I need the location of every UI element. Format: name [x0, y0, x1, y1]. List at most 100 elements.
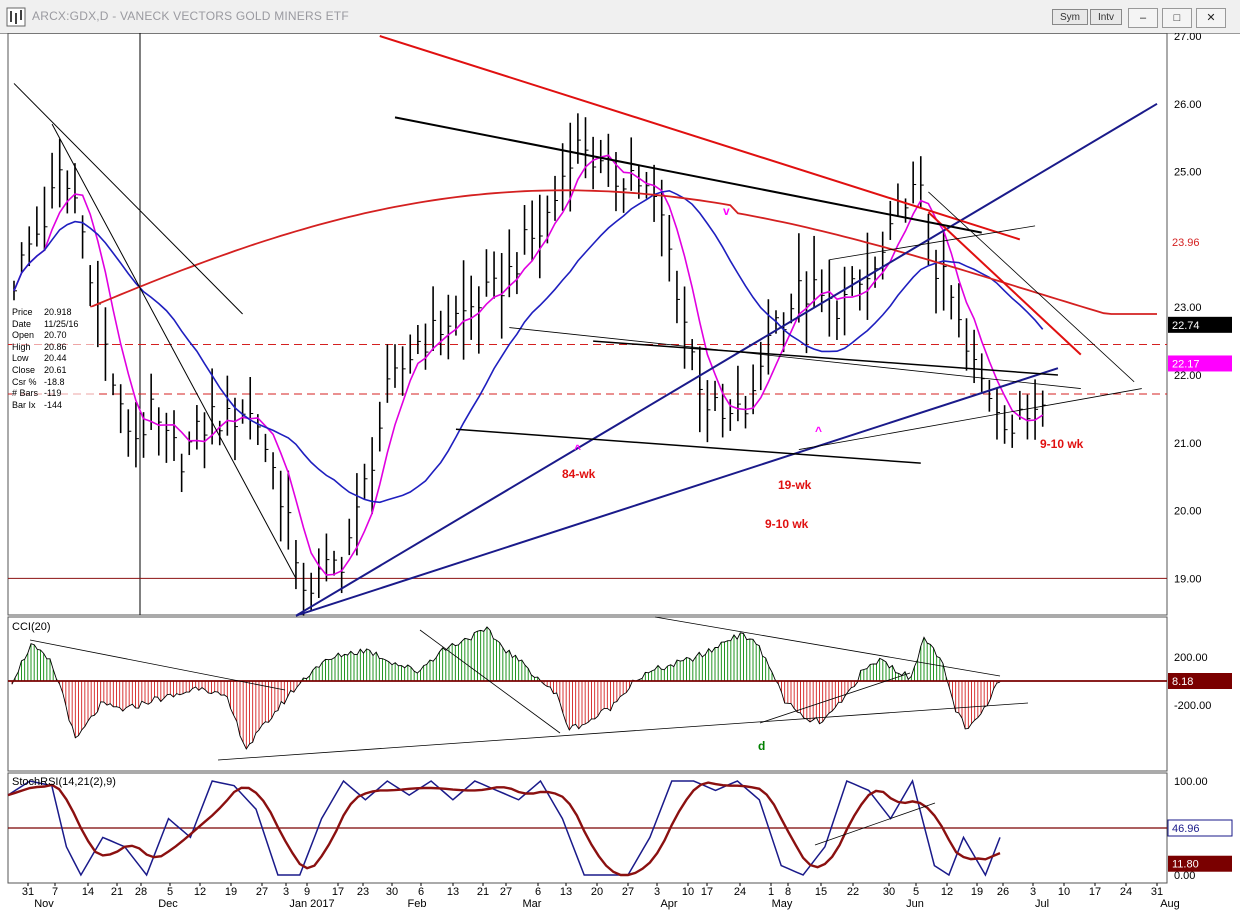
- symbol-button[interactable]: Sym: [1052, 9, 1088, 25]
- stochrsi-last-value-label: 46.96: [1172, 823, 1200, 835]
- info-value: -144: [44, 399, 63, 410]
- price-tick-label: 22.00: [1174, 370, 1202, 382]
- cci-tick-label: -200.00: [1174, 700, 1211, 712]
- x-day-label: 27: [256, 886, 268, 898]
- cci-line: [11, 626, 1001, 750]
- cci-annotation: d: [758, 739, 765, 753]
- red-moving-average: [89, 189, 1157, 315]
- x-day-label: 22: [847, 886, 859, 898]
- x-month-label: Jan 2017: [289, 898, 334, 910]
- x-day-label: 24: [1120, 886, 1132, 898]
- x-day-label: 24: [734, 886, 746, 898]
- x-day-label: 27: [500, 886, 512, 898]
- x-month-label: Apr: [660, 898, 677, 910]
- x-day-label: 27: [622, 886, 634, 898]
- info-row: Bar Ix -144: [12, 400, 96, 412]
- x-day-label: 26: [997, 886, 1009, 898]
- x-day-label: 9: [304, 886, 310, 898]
- chart-annotation: 19-wk: [778, 478, 812, 492]
- price-tick-label: 26.00: [1174, 99, 1202, 111]
- x-month-label: Jul: [1035, 898, 1049, 910]
- minimize-button[interactable]: –: [1128, 8, 1158, 28]
- info-row: Close 20.61: [12, 365, 96, 377]
- x-month-label: Feb: [408, 898, 427, 910]
- x-day-label: 17: [332, 886, 344, 898]
- close-button[interactable]: ✕: [1196, 8, 1226, 28]
- right-axis: 27.0026.0025.0024.0023.0022.0021.0020.00…: [1167, 33, 1233, 882]
- info-row: Date 11/25/16: [12, 319, 96, 331]
- trendline: [593, 340, 1058, 376]
- chart-annotation: 9-10 wk: [765, 517, 809, 531]
- window-title: ARCX:GDX,D - VANECK VECTORS GOLD MINERS …: [32, 9, 349, 23]
- x-day-label: 31: [22, 886, 34, 898]
- x-day-label: 5: [167, 886, 173, 898]
- blue-moving-average: [13, 189, 1044, 504]
- info-row: # Bars -119: [12, 388, 96, 400]
- chart-canvas: 84-wk 19-wk 9-10 wk 9-10 wk ^ v ^ CCI(20) d Sto…: [7, 33, 1233, 910]
- stochrsi-tick-label: 100.00: [1174, 776, 1208, 788]
- last-value-label: 23.96: [1172, 237, 1200, 249]
- price-panel-frame: [7, 33, 1168, 616]
- x-month-label: Nov: [34, 898, 54, 910]
- x-day-label: 13: [447, 886, 459, 898]
- last-value-box: [1168, 355, 1232, 372]
- trendline: [509, 327, 1081, 389]
- last-value-box: [1168, 234, 1232, 251]
- info-value: 20.61: [44, 364, 67, 375]
- x-day-label: 15: [815, 886, 827, 898]
- cci-last-value-label: 8.18: [1172, 676, 1193, 688]
- x-day-label: 5: [913, 886, 919, 898]
- x-day-label: 31: [1151, 886, 1163, 898]
- x-day-label: 19: [225, 886, 237, 898]
- stochrsi-panel: StochRSI(14,21(2),9): [7, 776, 1167, 877]
- x-day-label: 21: [111, 886, 123, 898]
- info-row: Csr % -18.8: [12, 377, 96, 389]
- stochrsi-last-value-box: [1167, 819, 1233, 837]
- x-day-label: 7: [52, 886, 58, 898]
- x-month-label: Aug: [1160, 898, 1180, 910]
- info-label: Low: [12, 353, 29, 364]
- info-value: 20.86: [44, 341, 67, 352]
- cci-panel: CCI(20) d: [8, 616, 1167, 761]
- trendline: [927, 211, 1082, 356]
- x-day-label: 3: [654, 886, 660, 898]
- cci-tick-label: 200.00: [1174, 652, 1208, 664]
- x-day-label: 30: [386, 886, 398, 898]
- info-label: # Bars: [12, 388, 39, 399]
- price-tick-label: 20.00: [1174, 506, 1202, 518]
- x-day-label: 3: [283, 886, 289, 898]
- info-label: High: [12, 341, 31, 352]
- last-value-label: 22.17: [1172, 358, 1200, 370]
- trendline: [379, 35, 1021, 241]
- minimize-icon: –: [1139, 12, 1147, 24]
- info-panel: Price 20.918 Date 11/25/16 Open 20.70 High 20.8…: [12, 307, 96, 412]
- stochrsi-last-value-box: [1168, 855, 1232, 872]
- info-value: -18.8: [44, 376, 65, 387]
- x-day-label: 28: [135, 886, 147, 898]
- info-label: Price: [12, 307, 33, 317]
- x-day-label: 20: [591, 886, 603, 898]
- cci-last-value-box: [1168, 673, 1232, 689]
- price-tick-label: 23.00: [1174, 302, 1202, 314]
- info-label: Close: [12, 364, 36, 375]
- price-panel: 84-wk 19-wk 9-10 wk 9-10 wk ^ v ^: [8, 35, 1167, 617]
- last-value-label: 22.74: [1172, 320, 1200, 332]
- stochrsi-title: StochRSI(14,21(2),9): [12, 776, 116, 788]
- trendline: [295, 102, 1158, 617]
- stochrsi-trendline: [814, 802, 936, 846]
- trendline: [455, 428, 921, 464]
- title-bar: ARCX:GDX,D - VANECK VECTORS GOLD MINERS …: [0, 0, 1240, 34]
- chart-annotation: ^: [574, 442, 581, 456]
- stochrsi-last-value-label: 11.80: [1172, 859, 1199, 871]
- trendline: [829, 225, 1036, 261]
- close-icon: ✕: [1206, 12, 1216, 24]
- info-value: 11/25/16: [44, 318, 79, 329]
- cci-trendline: [217, 702, 1029, 761]
- price-tick-label: 19.00: [1174, 573, 1202, 585]
- trendline: [798, 388, 1142, 450]
- interval-button[interactable]: Intv: [1090, 9, 1122, 25]
- restore-button[interactable]: □: [1162, 8, 1192, 28]
- x-month-label: Jun: [906, 898, 924, 910]
- x-month-label: Dec: [158, 898, 178, 910]
- x-day-label: 10: [1058, 886, 1070, 898]
